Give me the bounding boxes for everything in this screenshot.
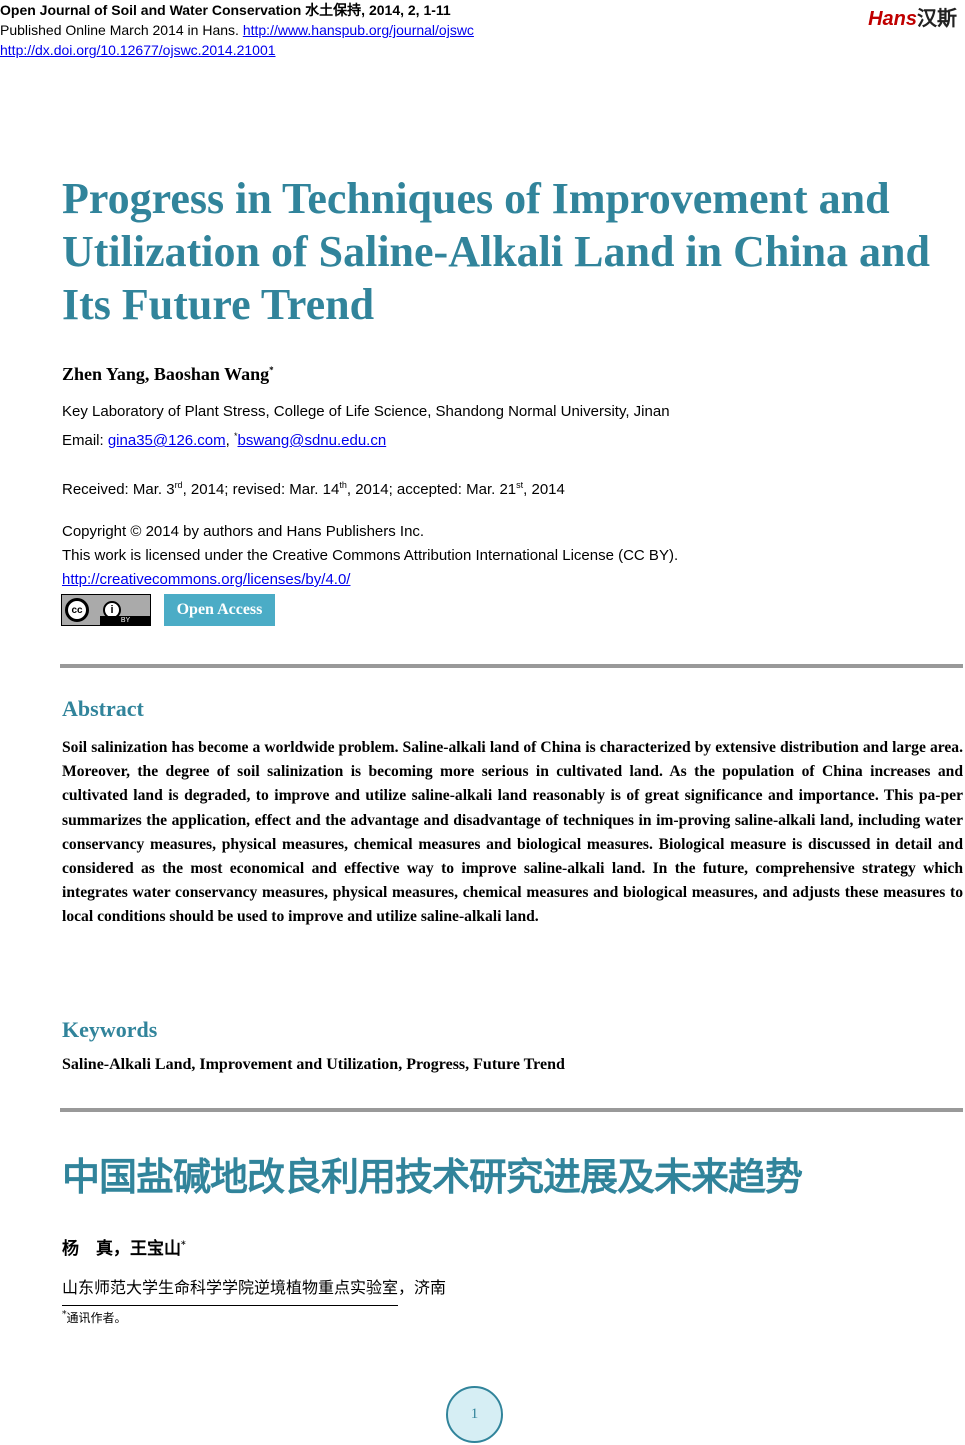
chinese-authors: 杨 真，王宝山* (62, 1239, 186, 1259)
journal-link[interactable]: http://www.hanspub.org/journal/ojswc (242, 22, 474, 38)
email-link-1[interactable]: gina35@126.com (107, 432, 226, 449)
paper-title: Progress in Techniques of Improvement an… (62, 174, 930, 329)
running-header: Open Journal of Soil and Water Conservat… (0, 0, 474, 60)
abstract-text: Soil salinization has become a worldwide… (62, 739, 963, 926)
published-info: Published Online March 2014 in Hans. (0, 22, 243, 38)
cc-by-logo[interactable]: cc i BY (61, 594, 151, 626)
divider (60, 664, 963, 668)
abstract-heading: Abstract (62, 696, 144, 721)
dates: Received: Mar. 3rd, 2014; revised: Mar. … (62, 480, 565, 498)
divider (60, 1108, 963, 1112)
footnote-rule (62, 1305, 398, 1306)
open-access-badge: Open Access (164, 594, 275, 626)
authors: Zhen Yang, Baoshan Wang* (62, 364, 274, 384)
license-link[interactable]: http://creativecommons.org/licenses/by/4… (62, 571, 351, 588)
affiliation: Key Laboratory of Plant Stress, College … (62, 403, 670, 420)
email-link-2[interactable]: bswang@sdnu.edu.cn (237, 432, 387, 449)
journal-info: Open Journal of Soil and Water Conservat… (0, 2, 451, 18)
keywords-heading: Keywords (62, 1017, 158, 1042)
affiliation-block: Key Laboratory of Plant Stress, College … (62, 400, 670, 453)
footnote: *通讯作者。 (62, 1310, 127, 1325)
doi-link[interactable]: http://dx.doi.org/10.12677/ojswc.2014.21… (0, 42, 276, 58)
page-number: 1 (446, 1386, 503, 1443)
cc-icon: cc (65, 598, 89, 622)
copyright: Copyright © 2014 by authors and Hans Pub… (62, 523, 425, 540)
hans-logo: Hans汉斯 (868, 8, 957, 30)
license: This work is licensed under the Creative… (62, 547, 679, 564)
email-line: Email: gina35@126.com, *bswang@sdnu.edu.… (62, 431, 387, 449)
chinese-title: 中国盐碱地改良利用技术研究进展及未来趋势 (62, 1155, 803, 1199)
chinese-affiliation: 山东师范大学生命科学学院逆境植物重点实验室，济南 (62, 1278, 447, 1297)
keywords: Saline-Alkali Land, Improvement and Util… (62, 1056, 565, 1073)
copyright-block: Copyright © 2014 by authors and Hans Pub… (62, 520, 678, 592)
